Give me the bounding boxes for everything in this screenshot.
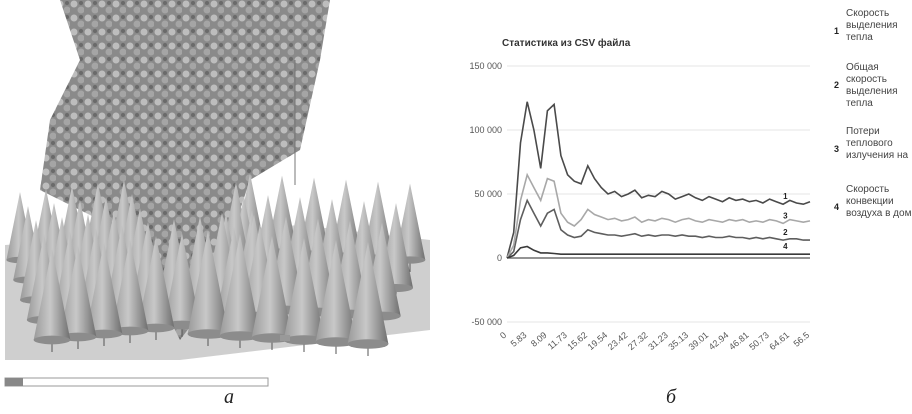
tree-base (34, 336, 71, 345)
chart-title: Статистика из CSV файла (502, 37, 631, 49)
x-tick-label: 27.32 (626, 330, 650, 352)
legend-label: Скорость конвекции воздуха в дом (846, 184, 912, 220)
series-line (507, 175, 810, 258)
tree-base (348, 339, 389, 349)
line-label: 1 (783, 192, 788, 201)
x-tick-label: 42.94 (707, 330, 731, 352)
x-tick-label: 35.13 (666, 330, 690, 352)
x-tick-label: 5.83 (509, 330, 529, 349)
y-tick-label: -50 000 (471, 317, 502, 327)
caption: б (666, 386, 676, 409)
y-tick-label: 150 000 (469, 61, 502, 71)
x-tick-label: 46.81 (727, 330, 751, 352)
legend-label: Потери теплового излучения на (846, 126, 912, 162)
x-tick-label: 8.09 (529, 330, 549, 349)
legend-number: 1 (834, 26, 839, 36)
line-label: 4 (783, 242, 788, 251)
progress-fill (5, 378, 23, 386)
y-tick-label: 100 000 (469, 125, 502, 135)
x-tick-label: 39.01 (687, 330, 711, 352)
legend-number: 3 (834, 144, 839, 154)
x-tick-label: 15.62 (565, 330, 589, 352)
legend-label: Общая скорость выделения тепла (846, 62, 912, 110)
series-line (507, 200, 810, 258)
series-line (507, 247, 810, 259)
progress-bar (5, 378, 268, 386)
scene-render (0, 0, 430, 390)
line-label: 2 (783, 228, 788, 237)
x-tick-label: 19.54 (586, 330, 610, 352)
x-tick-label: 50.73 (747, 330, 771, 352)
x-tick-label: 23.42 (606, 330, 630, 352)
legend-number: 4 (834, 202, 839, 212)
x-tick-label: 56.5 (791, 330, 811, 349)
scene-legend-swatch (280, 335, 290, 341)
x-tick-label: 11.73 (546, 330, 569, 352)
legend-number: 2 (834, 80, 839, 90)
x-tick-label: 64.61 (767, 330, 791, 352)
figure: Статистика из CSV файла 150 000100 00050… (0, 0, 912, 414)
x-tick-label: 0 (498, 330, 508, 341)
line-label: 3 (783, 211, 788, 220)
caption: а (224, 386, 234, 409)
y-tick-label: 50 000 (474, 189, 502, 199)
legend-label: Скорость выделения тепла (846, 8, 912, 44)
x-tick-label: 31.23 (646, 330, 670, 352)
y-tick-label: 0 (497, 253, 502, 263)
